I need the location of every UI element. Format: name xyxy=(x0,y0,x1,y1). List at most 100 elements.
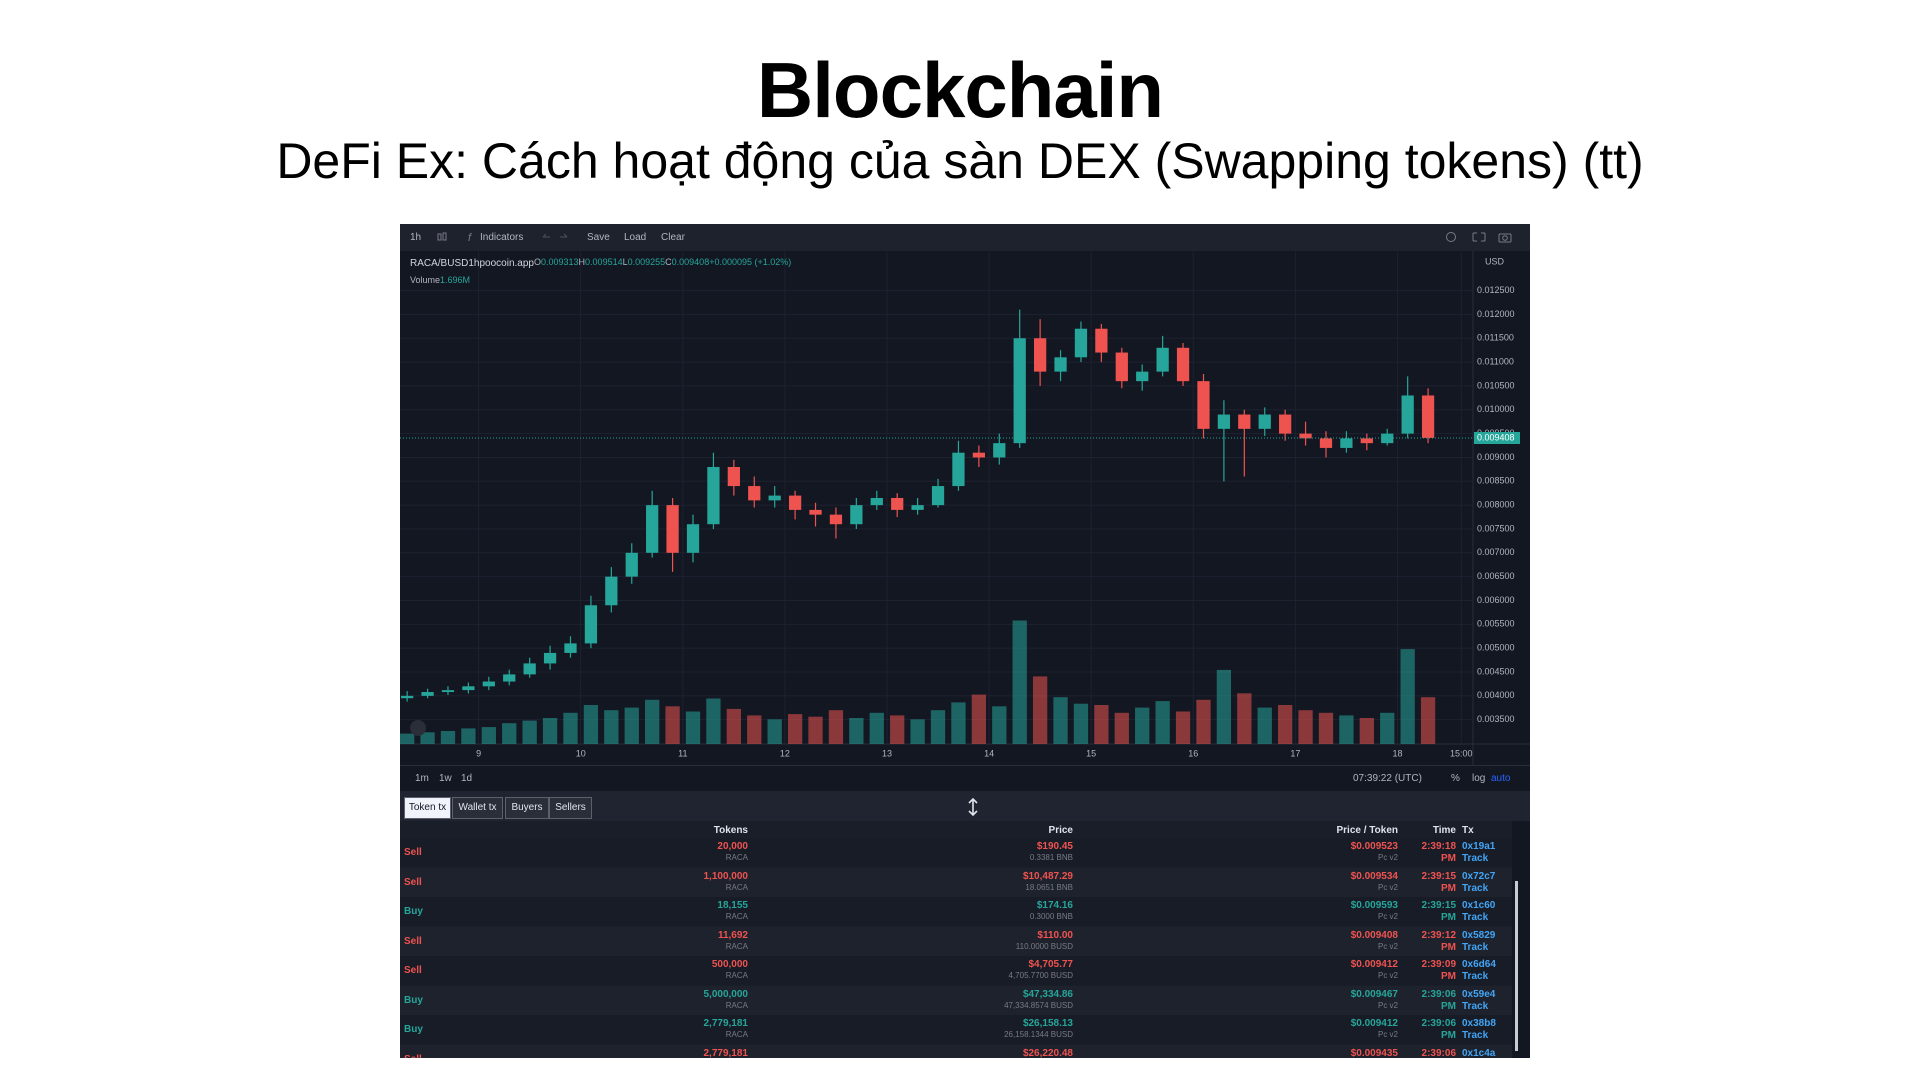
tx-link[interactable]: 0x59e4 xyxy=(1462,988,1496,1000)
candle-body xyxy=(931,486,945,506)
token-unit: RACA xyxy=(725,1000,748,1010)
trade-ampm: PM xyxy=(1441,912,1456,923)
token-unit: RACA xyxy=(725,882,748,892)
ohlc-value: 0.009313 xyxy=(541,257,579,267)
trade-side: Sell xyxy=(404,965,422,976)
trade-time: 2:39:15 xyxy=(1421,870,1456,882)
load-button[interactable]: Load xyxy=(624,232,647,243)
volume-bar xyxy=(1094,705,1109,744)
track-link[interactable]: Track xyxy=(1462,1000,1489,1012)
trade-time: 2:39:15 xyxy=(1421,900,1456,911)
scrollbar[interactable] xyxy=(1515,881,1518,1051)
tx-link[interactable]: 0x6d64 xyxy=(1462,959,1496,970)
percent-toggle[interactable]: % xyxy=(1451,773,1460,784)
tx-link[interactable]: 0x5829 xyxy=(1462,929,1496,941)
slide-subtitle: DeFi Ex: Cách hoạt động của sàn DEX (Swa… xyxy=(276,133,1644,189)
volume-bar xyxy=(910,719,925,744)
toolbar-icons[interactable] xyxy=(1444,230,1524,244)
track-link[interactable]: Track xyxy=(1462,912,1489,923)
tx-link[interactable]: 0x72c7 xyxy=(1462,870,1496,882)
token-unit: RACA xyxy=(725,941,748,951)
interval-button[interactable]: 1h xyxy=(410,232,422,243)
pool-label: Pc v2 xyxy=(1377,971,1398,980)
candle-body xyxy=(441,690,455,693)
volume-bar xyxy=(665,706,680,744)
y-tick-label: 0.004500 xyxy=(1477,666,1515,676)
change-label: +0.000095 (+1.02%) xyxy=(709,257,791,267)
y-tick-label: 0.005000 xyxy=(1477,643,1515,653)
trade-time: 2:39:06 xyxy=(1421,988,1456,1000)
resize-handle[interactable] xyxy=(966,797,980,817)
candle-body xyxy=(727,466,740,487)
candle-body xyxy=(748,486,761,501)
indicators-button[interactable]: Indicators xyxy=(480,232,524,243)
track-link[interactable]: Track xyxy=(1462,853,1489,864)
pool-label: Pc v2 xyxy=(1377,1030,1398,1039)
candle-body xyxy=(870,497,883,506)
chart-type-icon[interactable] xyxy=(436,231,448,243)
tx-link[interactable]: 0x38b8 xyxy=(1462,1018,1496,1029)
trade-time: 2:39:18 xyxy=(1421,841,1456,852)
ohlc-value: 0.009408 xyxy=(672,257,710,267)
volume-bar xyxy=(1012,620,1027,744)
volume-bar xyxy=(1339,715,1354,744)
tx-link[interactable]: 0x1c4a xyxy=(1462,1047,1496,1059)
trade-price-sub: 18.0651 BNB xyxy=(1025,882,1073,892)
price-axis-background xyxy=(1473,251,1530,765)
y-tick-label: 0.007500 xyxy=(1477,523,1515,533)
track-link[interactable]: Track xyxy=(1462,1030,1489,1041)
volume-bar xyxy=(1053,697,1068,744)
x-tick-label: 15:00 xyxy=(1450,748,1473,758)
volume-bar xyxy=(481,727,496,744)
candle-body xyxy=(1421,395,1435,438)
trade-side: Sell xyxy=(404,935,422,947)
clear-button[interactable]: Clear xyxy=(661,232,685,243)
save-button[interactable]: Save xyxy=(587,232,610,243)
volume-bar xyxy=(1380,712,1395,744)
currency-label: USD xyxy=(1485,256,1505,266)
tab[interactable]: Sellers xyxy=(549,797,592,819)
toolbar: 1h f Indicators Save Load Clear xyxy=(400,224,1530,252)
tab[interactable]: Token tx xyxy=(404,797,451,819)
price-per-token: $0.009435 xyxy=(1350,1047,1398,1059)
price-per-token: $0.009523 xyxy=(1350,841,1398,852)
column-header: Time xyxy=(1432,825,1456,836)
indicators-icon: f xyxy=(468,232,472,243)
range-button[interactable]: 1m xyxy=(415,773,429,784)
x-tick-label: 9 xyxy=(476,748,481,758)
x-tick-label: 15 xyxy=(1086,748,1096,758)
candle-body xyxy=(564,643,577,653)
interval-label: 1h xyxy=(468,258,479,269)
candle-body xyxy=(523,663,536,675)
candle-body xyxy=(1340,438,1353,448)
tx-link[interactable]: 0x1c60 xyxy=(1462,900,1496,911)
undo-redo-icons[interactable] xyxy=(540,232,570,242)
column-header: Tx xyxy=(1462,825,1474,836)
tx-link[interactable]: 0x19a1 xyxy=(1462,841,1496,852)
track-link[interactable]: Track xyxy=(1462,971,1489,982)
candle-body xyxy=(1238,414,1251,429)
range-button[interactable]: 1w xyxy=(439,773,452,784)
x-tick-label: 16 xyxy=(1188,748,1198,758)
token-amount: 5,000,000 xyxy=(703,988,749,1000)
token-amount: 500,000 xyxy=(711,959,748,970)
logo-icon xyxy=(410,720,426,736)
tab[interactable]: Wallet tx xyxy=(452,797,503,819)
volume-bar xyxy=(1114,712,1129,744)
range-button[interactable]: 1d xyxy=(461,773,473,784)
volume-legend: Volume1.696M xyxy=(410,275,470,285)
tab[interactable]: Buyers xyxy=(505,797,549,819)
column-header: Price xyxy=(1048,825,1073,836)
volume-bar xyxy=(1196,699,1211,744)
track-link[interactable]: Track xyxy=(1462,941,1489,953)
token-unit: RACA xyxy=(725,853,748,862)
trade-price: $47,334.86 xyxy=(1022,988,1073,1000)
auto-toggle[interactable]: auto xyxy=(1491,773,1511,784)
trade-price: $10,487.29 xyxy=(1022,870,1073,882)
volume-bar xyxy=(440,731,456,744)
candle-body xyxy=(1054,357,1067,372)
track-link[interactable]: Track xyxy=(1462,882,1489,894)
log-toggle[interactable]: log xyxy=(1472,773,1486,784)
candle-body xyxy=(788,495,802,510)
candle-body xyxy=(646,505,659,553)
